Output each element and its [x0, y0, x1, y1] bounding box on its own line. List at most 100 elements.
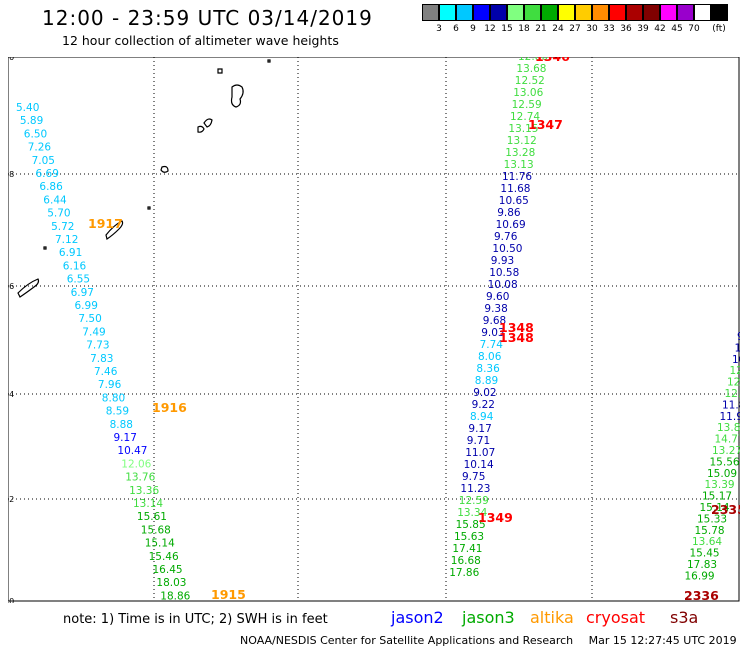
legend-swatch [541, 4, 558, 21]
credit-text: NOAA/NESDIS Center for Satellite Applica… [240, 634, 574, 647]
pass-time-label: 1348 [499, 330, 534, 345]
wave-height-value: 9.60 [486, 291, 509, 303]
wave-height-value: 10.65 [499, 195, 529, 207]
legend-label: 9 [470, 24, 476, 34]
track-cryosat-southeast: 910.10.412.112.9512.6811.8211.9413.8014.… [685, 331, 740, 582]
legend-swatch [677, 4, 694, 21]
wave-height-value: 10.4 [732, 354, 740, 366]
legend-swatch [643, 4, 660, 21]
wave-height-value: 15.78 [695, 525, 725, 537]
lat-tick-label: 50 [8, 57, 14, 62]
wave-height-value: 12.06 [121, 458, 151, 470]
pass-time-label: 1347 [528, 117, 563, 132]
wave-height-value: 11.94 [720, 411, 740, 423]
legend-label: 30 [586, 24, 598, 34]
wave-height-value: 15.46 [149, 551, 179, 563]
wave-height-value: 13.34 [457, 507, 487, 519]
wave-height-value: 13.64 [692, 536, 722, 548]
legend-swatch [626, 4, 643, 21]
wave-height-value: 14.77 [715, 434, 740, 446]
wave-height-value: 6.16 [63, 260, 87, 272]
wave-height-value: 11.76 [502, 171, 532, 183]
wave-height-value: 9.75 [462, 471, 485, 483]
wave-height-value: 5.89 [20, 115, 43, 127]
wave-height-value: 12.52 [515, 75, 545, 87]
wave-height-value: 8.88 [110, 419, 133, 431]
wave-height-value: 16.99 [685, 570, 715, 582]
lat-tick-label: 46 [8, 282, 14, 291]
wave-height-value: 13.06 [513, 87, 543, 99]
credit-timestamp: Mar 15 12:27:45 UTC 2019 [588, 634, 737, 647]
wave-height-value: 15.14 [700, 502, 730, 514]
legend-label: 27 [569, 24, 581, 34]
legend-swatch [490, 4, 507, 21]
wave-height-value: 8.59 [106, 406, 129, 418]
legend-swatch [439, 4, 456, 21]
island-10 [267, 59, 271, 63]
legend-label: 24 [552, 24, 564, 34]
legend-label: 33 [603, 24, 615, 34]
wave-height-value: 9.02 [473, 387, 496, 399]
wave-height-value: 6.44 [43, 194, 67, 206]
pass-time-label: 1915 [211, 587, 246, 602]
axis-tick-labels: 504846444240150153156159162165 [8, 57, 14, 603]
legend-swatch [592, 4, 609, 21]
island-6 [105, 220, 124, 240]
wave-height-value: 11.23 [460, 483, 490, 495]
legend-swatch [660, 4, 677, 21]
wave-height-value: 13.14 [133, 498, 163, 510]
legend-swatch [456, 4, 473, 21]
pass-time-label: 1917 [88, 216, 123, 231]
page-subtitle: 12 hour collection of altimeter wave hei… [62, 33, 339, 48]
satellite-s3a: s3a [670, 608, 699, 627]
wave-height-value: 6.86 [39, 181, 63, 193]
track-jason3-west: 5.405.896.50 7.267.056.696.866.44 5.705.72… [16, 102, 191, 602]
wave-height-value: 13.36 [129, 485, 159, 497]
satellite-cryosat: cryosat [586, 608, 646, 627]
legend-label: 18 [518, 24, 530, 34]
satellite-altika: altika [530, 608, 574, 627]
legend-label: 70 [688, 24, 700, 34]
wave-height-value: 12.95 [727, 377, 740, 389]
wave-height-value: 7.46 [94, 366, 118, 378]
legend-label: 15 [501, 24, 513, 34]
wave-height-value: 7.83 [90, 353, 113, 365]
wave-height-value: 8.89 [475, 375, 498, 387]
wave-height-value: 12.59 [459, 495, 489, 507]
wave-height-value: 6.69 [36, 168, 59, 180]
wave-height-value: 9.22 [472, 399, 495, 411]
wave-height-value: 16.45 [153, 564, 183, 576]
lat-tick-label: 40 [8, 597, 14, 603]
legend-label: 36 [620, 24, 632, 34]
wave-height-value: 6.50 [24, 128, 47, 140]
legend-label: 12 [484, 24, 496, 34]
map-frame [8, 57, 740, 602]
wave-height-value: 10.47 [117, 445, 147, 457]
wave-height-value: 15.56 [710, 456, 740, 468]
page-title: 12:00 - 23:59 UTC 03/14/2019 [42, 6, 373, 30]
island-2 [217, 68, 223, 74]
pass-time-label: 2336 [684, 588, 719, 603]
wave-height-value: 13.39 [705, 479, 735, 491]
wave-height-value: 9 [737, 331, 740, 343]
lat-tick-label: 48 [8, 170, 14, 179]
wave-height-value: 17.41 [452, 543, 482, 555]
wave-height-value: 11.82 [722, 399, 740, 411]
wave-height-value: 18.03 [156, 577, 186, 589]
wave-height-value: 15.85 [456, 519, 486, 531]
legend-swatch [422, 4, 439, 21]
wave-height-value: 17.86 [449, 567, 479, 579]
wave-height-value: 7.73 [86, 340, 109, 352]
wave-height-value: 13.80 [717, 422, 740, 434]
wave-height-value: 7.12 [55, 234, 78, 246]
wave-height-value: 13.13 [504, 159, 534, 171]
lat-tick-label: 42 [8, 495, 14, 504]
wave-height-value: 5.40 [16, 102, 39, 114]
island-5 [160, 165, 169, 173]
wave-height-value: 9.03 [481, 327, 504, 339]
altimeter-map: 504846444240150153156159162165 5.405.896… [8, 57, 740, 603]
wave-height-value: 15.61 [137, 511, 167, 523]
wave-height-value: 13.12 [507, 135, 537, 147]
legend-swatch [575, 4, 592, 21]
